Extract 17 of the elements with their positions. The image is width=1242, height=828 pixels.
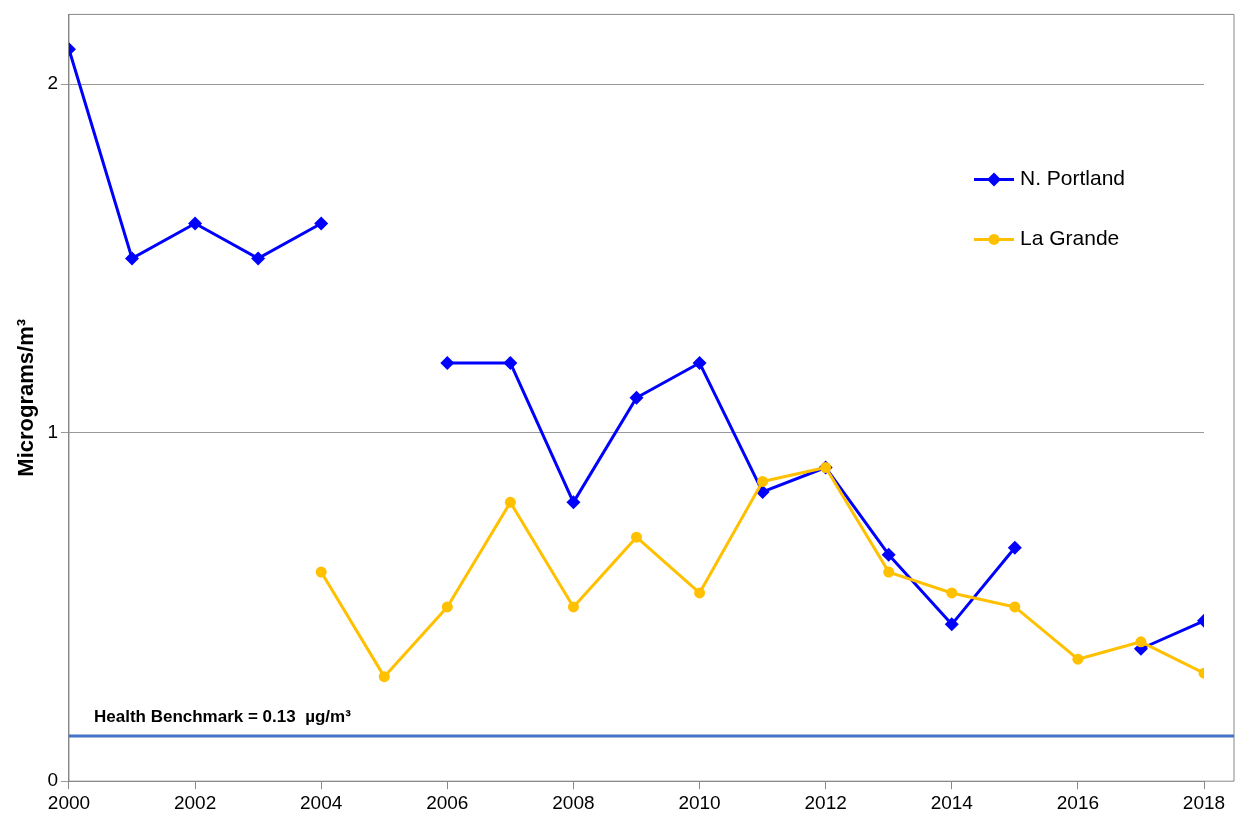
x-tick-label: 2008	[552, 791, 595, 813]
x-tick-label: 2012	[804, 791, 847, 813]
x-tick-label: 2010	[678, 791, 721, 813]
y-axis-title: Micrograms/m³	[13, 318, 39, 477]
x-tick-label: 2004	[300, 791, 343, 813]
y-tick-label: 0	[47, 769, 58, 791]
y-tick-label: 2	[47, 72, 58, 94]
legend-label: N. Portland	[1020, 166, 1126, 190]
x-tick-label: 2016	[1056, 791, 1100, 813]
x-tick-label: 2018	[1182, 791, 1226, 813]
x-tick-label: 2002	[173, 791, 217, 813]
x-tick-label: 2000	[47, 791, 91, 813]
legend-label: La Grande	[1020, 226, 1120, 250]
ref-line-label: Health Benchmark = 0.13 µg/m³	[93, 707, 352, 727]
y-tick-label: 1	[47, 420, 58, 442]
x-tick-label: 2014	[930, 791, 974, 813]
x-tick-label: 2006	[426, 791, 469, 813]
